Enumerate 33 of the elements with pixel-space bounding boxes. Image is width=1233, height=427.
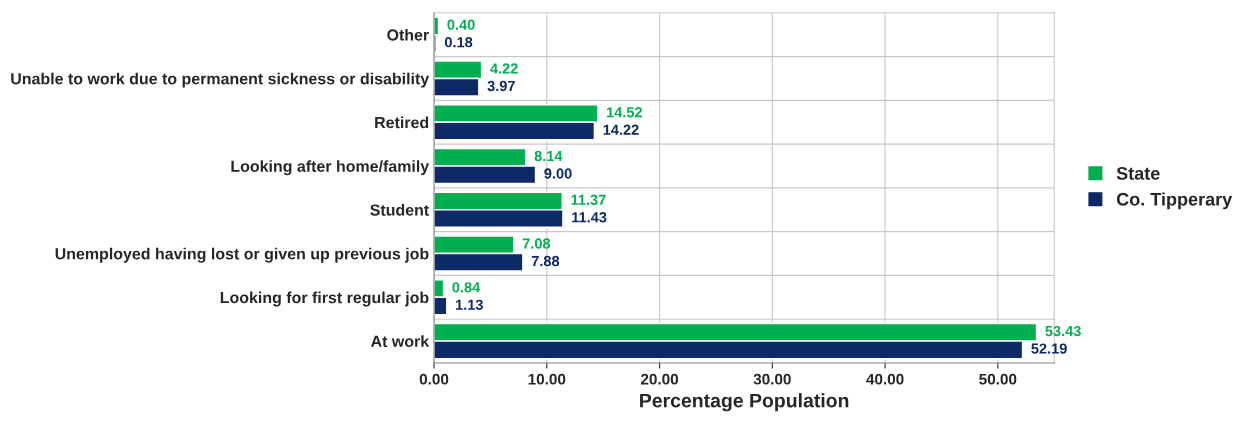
data-label: 52.19 <box>1031 343 1067 354</box>
data-label: 3.97 <box>487 80 515 92</box>
x-tick-label: 50.00 <box>979 373 1017 385</box>
data-label: 0.18 <box>444 37 473 48</box>
data-label: 0.84 <box>452 282 481 293</box>
data-label: 4.22 <box>490 63 518 74</box>
x-axis-title: Percentage Population <box>640 393 849 412</box>
data-label: 53.43 <box>1045 325 1081 337</box>
x-tick-label: 20.00 <box>640 373 679 385</box>
data-label: 7.88 <box>531 255 560 267</box>
y-tick-label: Unable to work due to permanent sickness or disability <box>11 72 430 88</box>
y-tick-label: Other <box>387 28 429 41</box>
data-label: 14.52 <box>607 107 642 118</box>
x-tick-label: 40.00 <box>866 373 904 385</box>
y-tick-label: Student <box>370 203 429 216</box>
y-tick-label: Unemployed having lost or given up previous job <box>55 247 429 263</box>
data-label: 8.14 <box>534 150 563 162</box>
y-tick-label: Looking for first regular job <box>220 291 429 307</box>
legend-label: State <box>1116 167 1160 180</box>
x-tick-label: 30.00 <box>753 373 791 385</box>
x-tick-label: 0.00 <box>419 373 449 385</box>
data-label: 0.40 <box>447 19 475 30</box>
x-tick-label: 10.00 <box>528 373 566 385</box>
y-tick-label: Retired <box>375 116 429 129</box>
legend-label: Co. Tipperary <box>1116 192 1233 210</box>
y-tick-label: Looking after home/family <box>231 160 430 176</box>
data-label: 11.37 <box>571 194 606 205</box>
y-tick-label: At work <box>370 335 430 348</box>
data-label: 11.43 <box>572 212 607 223</box>
data-label: 1.13 <box>456 299 483 310</box>
data-label: 14.22 <box>603 124 639 135</box>
data-label: 7.08 <box>522 238 551 249</box>
data-label: 9.00 <box>544 168 572 179</box>
